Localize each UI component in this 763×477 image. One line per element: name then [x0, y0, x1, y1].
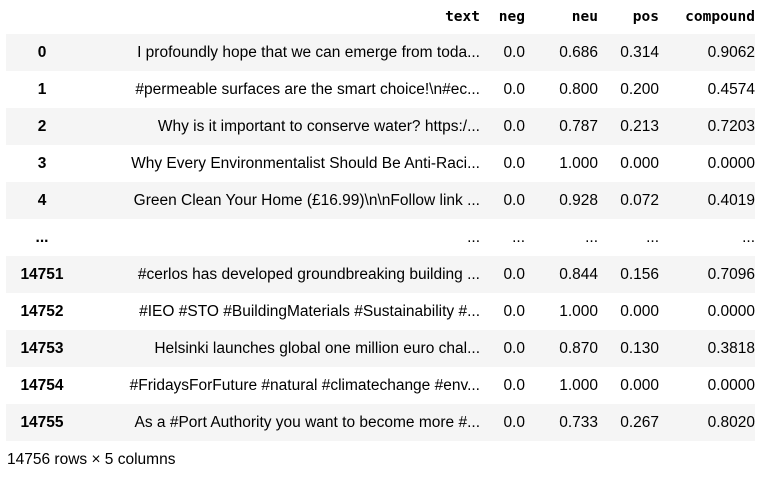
cell-compound: 0.9062	[707, 43, 755, 61]
cell-neg: 0.0	[503, 302, 525, 320]
row-index: 2	[37, 117, 47, 135]
table-body: 0 I profoundly hope that we can emerge f…	[6, 34, 755, 441]
row-index: ...	[35, 228, 49, 246]
table-row: 2 Why is it important to conserve water?…	[6, 108, 755, 145]
cell-compound: 0.7203	[707, 117, 755, 135]
cell-neu: 0.870	[559, 339, 598, 357]
cell-neg: ...	[512, 228, 525, 246]
cell-text: Helsinki launches global one million eur…	[154, 339, 480, 357]
dataframe-table: text neg neu pos compound 0 I profoundly…	[6, 0, 755, 441]
cell-pos: 0.267	[620, 413, 659, 431]
table-row: 14752 #IEO #STO #BuildingMaterials #Sust…	[6, 293, 755, 330]
cell-compound: 0.4574	[707, 80, 755, 98]
row-index: 0	[37, 43, 47, 61]
cell-neu: 0.733	[559, 413, 598, 431]
cell-text: Why Every Environmentalist Should Be Ant…	[131, 154, 480, 172]
cell-text: Why is it important to conserve water? h…	[157, 117, 480, 135]
table-row: 14755 As a #Port Authority you want to b…	[6, 404, 755, 441]
row-index: 14752	[20, 302, 64, 320]
cell-neg: 0.0	[503, 265, 525, 283]
row-index: 3	[37, 154, 47, 172]
header-neg: neg	[498, 9, 525, 25]
cell-pos: 0.156	[620, 265, 659, 283]
table-row: 14754 #FridaysForFuture #natural #climat…	[6, 367, 755, 404]
cell-text: Green Clean Your Home (£16.99)\n\nFollow…	[133, 191, 480, 209]
header-compound: compound	[685, 9, 755, 25]
cell-pos: 0.072	[620, 191, 659, 209]
table-row: 0 I profoundly hope that we can emerge f…	[6, 34, 755, 71]
table-row: 14753 Helsinki launches global one milli…	[6, 330, 755, 367]
cell-pos: 0.314	[620, 43, 659, 61]
cell-neg: 0.0	[503, 339, 525, 357]
row-index: 14754	[20, 376, 64, 394]
table-row: 14751 #cerlos has developed groundbreaki…	[6, 256, 755, 293]
row-index: 14753	[20, 339, 64, 357]
cell-neg: 0.0	[503, 376, 525, 394]
cell-compound: 0.0000	[707, 376, 755, 394]
cell-neu: 0.844	[559, 265, 598, 283]
cell-compound: 0.4019	[707, 191, 755, 209]
header-text: text	[445, 9, 480, 25]
cell-compound: 0.0000	[707, 154, 755, 172]
cell-text: #IEO #STO #BuildingMaterials #Sustainabi…	[139, 302, 480, 320]
table-row: 3 Why Every Environmentalist Should Be A…	[6, 145, 755, 182]
cell-pos: ...	[646, 228, 659, 246]
cell-compound: 0.8020	[707, 413, 755, 431]
cell-pos: 0.000	[620, 302, 659, 320]
cell-text: #permeable surfaces are the smart choice…	[135, 80, 480, 98]
cell-neu: 0.787	[559, 117, 598, 135]
cell-neg: 0.0	[503, 117, 525, 135]
row-index: 14751	[20, 265, 64, 283]
cell-neg: 0.0	[503, 413, 525, 431]
cell-neu: 0.800	[559, 80, 598, 98]
cell-text: #FridaysForFuture #natural #climatechang…	[129, 376, 480, 394]
cell-compound: ...	[742, 228, 755, 246]
table-header: text neg neu pos compound	[6, 0, 755, 34]
cell-neu: 0.928	[559, 191, 598, 209]
row-index: 14755	[20, 413, 64, 431]
cell-neg: 0.0	[503, 191, 525, 209]
cell-neu: 1.000	[559, 376, 598, 394]
row-index: 4	[37, 191, 47, 209]
cell-neu: 1.000	[559, 302, 598, 320]
cell-pos: 0.213	[620, 117, 659, 135]
cell-neg: 0.0	[503, 80, 525, 98]
cell-text: I profoundly hope that we can emerge fro…	[137, 43, 480, 61]
cell-compound: 0.3818	[707, 339, 755, 357]
cell-pos: 0.200	[620, 80, 659, 98]
cell-pos: 0.130	[620, 339, 659, 357]
cell-neg: 0.0	[503, 43, 525, 61]
row-index: 1	[37, 80, 47, 98]
table-row: 4 Green Clean Your Home (£16.99)\n\nFoll…	[6, 182, 755, 219]
cell-neu: ...	[585, 228, 598, 246]
table-shape-caption: 14756 rows × 5 columns	[7, 451, 176, 468]
cell-text: As a #Port Authority you want to become …	[134, 413, 480, 431]
cell-neg: 0.0	[503, 154, 525, 172]
cell-text: ...	[467, 228, 480, 246]
cell-pos: 0.000	[620, 376, 659, 394]
cell-pos: 0.000	[620, 154, 659, 172]
cell-compound: 0.7096	[707, 265, 755, 283]
cell-compound: 0.0000	[707, 302, 755, 320]
header-row: text neg neu pos compound	[6, 0, 755, 34]
table-row: 1 #permeable surfaces are the smart choi…	[6, 71, 755, 108]
ellipsis-row: ... ... ... ... ... ...	[6, 219, 755, 256]
header-neu: neu	[571, 9, 598, 25]
cell-text: #cerlos has developed groundbreaking bui…	[137, 265, 480, 283]
header-index	[6, 0, 78, 34]
cell-neu: 0.686	[559, 43, 598, 61]
cell-neu: 1.000	[559, 154, 598, 172]
header-pos: pos	[632, 9, 659, 25]
